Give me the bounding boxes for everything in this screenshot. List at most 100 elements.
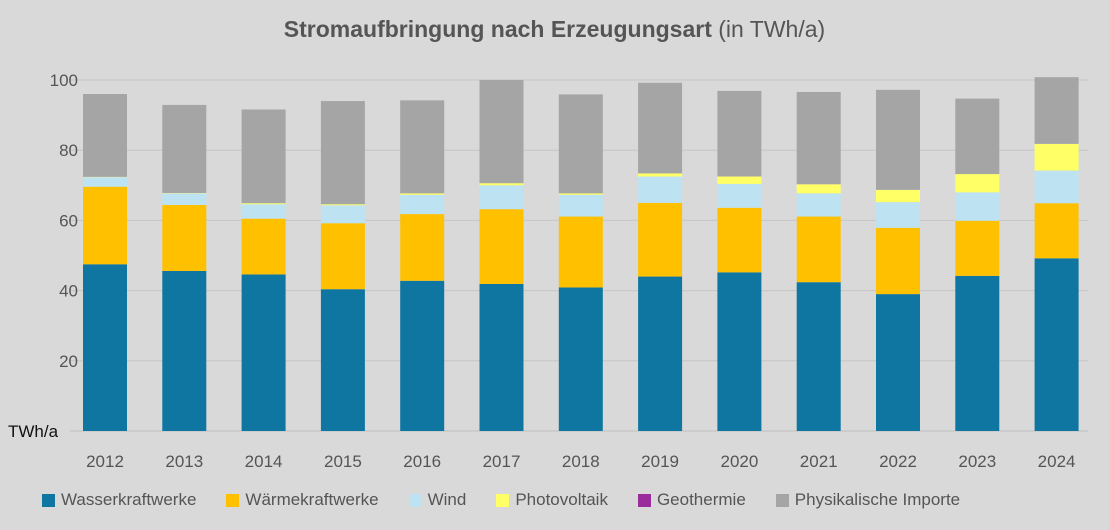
bar-segment-physikalische-importe — [400, 100, 445, 194]
bar-segment-wasserkraftwerke — [955, 275, 1000, 431]
legend-label: Wind — [427, 490, 467, 509]
legend-label: Wasserkraftwerke — [61, 490, 197, 509]
legend-label: Photovoltaik — [515, 490, 608, 509]
bar-segment-photovoltaik — [638, 173, 683, 177]
y-tick-label: 100 — [50, 71, 78, 90]
y-tick-label: 40 — [59, 282, 78, 301]
x-tick-label: 2017 — [483, 452, 521, 471]
bar-segment-wasserkraftwerke — [83, 264, 127, 431]
bar-segment-wasserkraftwerke — [876, 294, 920, 431]
y-tick-label: 20 — [59, 352, 78, 371]
legend-item: Geothermie — [637, 490, 746, 510]
bar-segment-wasserkraftwerke — [320, 289, 365, 431]
bar-segment-w-rmekraftwerke — [320, 223, 365, 290]
bar-segment-wind — [638, 176, 683, 203]
bar-segment-physikalische-importe — [479, 80, 524, 184]
legend-item: Physikalische Importe — [775, 490, 961, 510]
bar-segment-wasserkraftwerke — [400, 280, 445, 431]
legend-swatch — [637, 493, 651, 507]
bar-segment-physikalische-importe — [955, 98, 1000, 175]
bar-segment-photovoltaik — [876, 189, 920, 203]
bar-segment-wasserkraftwerke — [717, 272, 762, 431]
bar-segment-photovoltaik — [717, 176, 762, 184]
bar-segment-w-rmekraftwerke — [796, 216, 841, 283]
bar-segment-wasserkraftwerke — [162, 270, 207, 431]
bar-segment-wind — [717, 183, 762, 208]
bar-segment-wind — [83, 177, 127, 187]
x-tick-label: 2022 — [879, 452, 917, 471]
y-tick-label: 80 — [59, 141, 78, 160]
chart-title-unit: (in TWh/a) — [718, 16, 826, 42]
bar-segment-w-rmekraftwerke — [83, 186, 127, 265]
bar-segment-wasserkraftwerke — [796, 282, 841, 431]
bar-segment-wind — [558, 194, 603, 217]
bar-segment-wind — [320, 205, 365, 224]
bar-segment-w-rmekraftwerke — [162, 204, 207, 271]
bar-segment-photovoltaik — [1034, 143, 1079, 171]
bar-segment-photovoltaik — [320, 204, 365, 206]
legend-label: Geothermie — [656, 490, 746, 509]
bar-segment-w-rmekraftwerke — [876, 227, 920, 295]
legend-label: Physikalische Importe — [794, 490, 961, 509]
legend-item: Photovoltaik — [496, 490, 608, 510]
x-tick-label: 2019 — [641, 452, 679, 471]
x-tick-label: 2013 — [165, 452, 203, 471]
x-tick-label: 2018 — [562, 452, 600, 471]
bar-segment-wind — [876, 202, 920, 228]
legend-swatch — [775, 493, 789, 507]
legend-swatch — [42, 493, 55, 507]
legend: Wasserkraftwerke Wärmekraftwerke Wind Photo… — [42, 490, 960, 510]
bar-segment-w-rmekraftwerke — [241, 218, 286, 275]
legend-swatch — [226, 493, 240, 507]
legend-label: Wärmekraftwerke — [245, 490, 379, 509]
bar-segment-wasserkraftwerke — [638, 276, 683, 431]
bar-segment-wasserkraftwerke — [558, 287, 603, 431]
bar-segment-w-rmekraftwerke — [955, 220, 1000, 276]
bar-segment-wind — [400, 194, 445, 215]
bar-segment-wind — [796, 193, 841, 217]
legend-swatch — [496, 493, 510, 507]
x-tick-label: 2015 — [324, 452, 362, 471]
x-tick-label: 2021 — [800, 452, 838, 471]
bar-segment-w-rmekraftwerke — [400, 214, 445, 281]
bar-segment-physikalische-importe — [162, 104, 207, 194]
bar-segment-wind — [479, 185, 524, 210]
bar-segment-wind — [162, 193, 207, 205]
bar-segment-photovoltaik — [558, 193, 603, 195]
bar-segment-physikalische-importe — [796, 91, 841, 185]
y-tick-label: 60 — [59, 211, 78, 230]
bar-segment-w-rmekraftwerke — [558, 216, 603, 288]
legend-item: Wärmekraftwerke — [226, 490, 379, 510]
bar-segment-photovoltaik — [796, 184, 841, 194]
bar-segment-wind — [955, 192, 1000, 221]
bar-segment-wasserkraftwerke — [241, 274, 286, 431]
bar-segment-photovoltaik — [479, 183, 524, 186]
bar-segment-physikalische-importe — [876, 89, 920, 190]
legend-item: Wind — [408, 490, 467, 510]
bar-segment-physikalische-importe — [717, 90, 762, 177]
bar-segment-wasserkraftwerke — [1034, 258, 1079, 431]
x-tick-label: 2014 — [245, 452, 283, 471]
x-tick-label: 2016 — [403, 452, 441, 471]
bar-segment-photovoltaik — [400, 193, 445, 195]
chart-title: Stromaufbringung nach Erzeugungsart (in … — [0, 16, 1109, 43]
legend-item: Wasserkraftwerke — [42, 490, 196, 510]
bar-segment-wind — [1034, 170, 1079, 204]
bar-segment-w-rmekraftwerke — [1034, 203, 1079, 259]
bar-segment-wasserkraftwerke — [479, 283, 524, 431]
x-tick-label: 2023 — [958, 452, 996, 471]
bar-segment-photovoltaik — [955, 174, 1000, 193]
bar-segment-wind — [241, 204, 286, 219]
bar-segment-w-rmekraftwerke — [717, 207, 762, 273]
bar-segment-physikalische-importe — [83, 94, 127, 177]
chart-title-main: Stromaufbringung nach Erzeugungsart — [283, 16, 712, 42]
legend-swatch — [408, 493, 422, 507]
bar-segment-w-rmekraftwerke — [638, 202, 683, 277]
bar-segment-physikalische-importe — [320, 101, 365, 205]
bar-segment-photovoltaik — [241, 203, 286, 205]
x-tick-label: 2020 — [720, 452, 758, 471]
bar-segment-physikalische-importe — [638, 82, 683, 174]
bar-segment-physikalische-importe — [1034, 77, 1079, 144]
bar-segment-physikalische-importe — [241, 109, 286, 204]
